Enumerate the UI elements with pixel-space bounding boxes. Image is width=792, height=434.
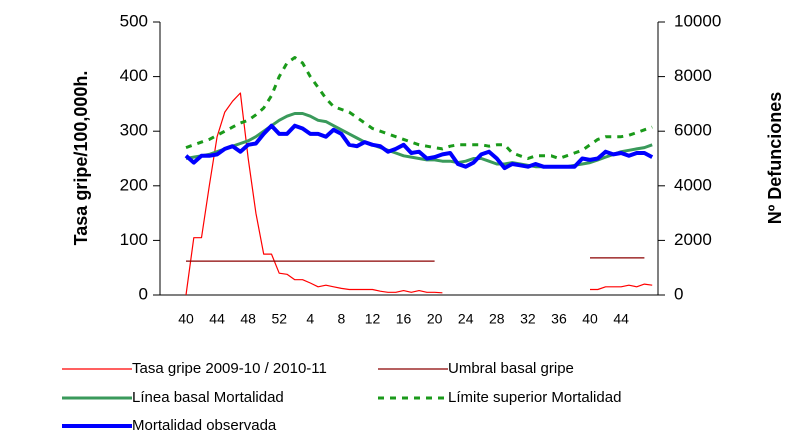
y2-tick-label: 10000 xyxy=(674,11,721,30)
x-tick-label: 8 xyxy=(338,311,346,327)
y-tick-label: 400 xyxy=(120,66,148,85)
y-tick-label: 500 xyxy=(120,11,148,30)
legend-label: Umbral basal gripe xyxy=(448,360,574,377)
series-line xyxy=(186,257,645,262)
legend-label: Tasa gripe 2009-10 / 2010-11 xyxy=(132,360,327,377)
x-tick-label: 32 xyxy=(520,311,536,327)
legend-label: Línea basal Mortalidad xyxy=(132,389,284,406)
y2-tick-label: 6000 xyxy=(674,121,712,140)
series-line xyxy=(185,56,653,160)
x-tick-label: 4 xyxy=(306,311,314,327)
y-axis-title: Tasa gripe/100,000h. xyxy=(71,71,91,246)
x-tick-label: 44 xyxy=(209,311,225,327)
series-line xyxy=(184,123,654,171)
y-tick-label: 100 xyxy=(120,230,148,249)
x-tick-label: 12 xyxy=(365,311,381,327)
y2-tick-label: 2000 xyxy=(674,230,712,249)
y-tick-label: 0 xyxy=(139,284,148,303)
y-tick-label: 200 xyxy=(120,175,148,194)
y2-tick-label: 8000 xyxy=(674,66,712,85)
x-tick-label: 24 xyxy=(458,311,474,327)
y2-tick-label: 0 xyxy=(674,284,683,303)
x-tick-label: 40 xyxy=(178,311,194,327)
x-tick-label: 36 xyxy=(551,311,567,327)
y-tick-label: 300 xyxy=(120,121,148,140)
x-tick-label: 20 xyxy=(427,311,443,327)
y2-tick-label: 4000 xyxy=(674,175,712,194)
x-tick-label: 16 xyxy=(396,311,412,327)
x-tick-label: 40 xyxy=(582,311,598,327)
x-tick-label: 48 xyxy=(240,311,256,327)
x-tick-label: 44 xyxy=(613,311,629,327)
y2-axis-title: Nº Defunciones xyxy=(765,92,785,225)
legend-label: Límite superior Mortalidad xyxy=(448,389,621,406)
legend-label: Mortalidad observada xyxy=(132,417,277,434)
x-tick-label: 28 xyxy=(489,311,505,327)
x-tick-label: 52 xyxy=(271,311,287,327)
series-line xyxy=(185,92,653,296)
